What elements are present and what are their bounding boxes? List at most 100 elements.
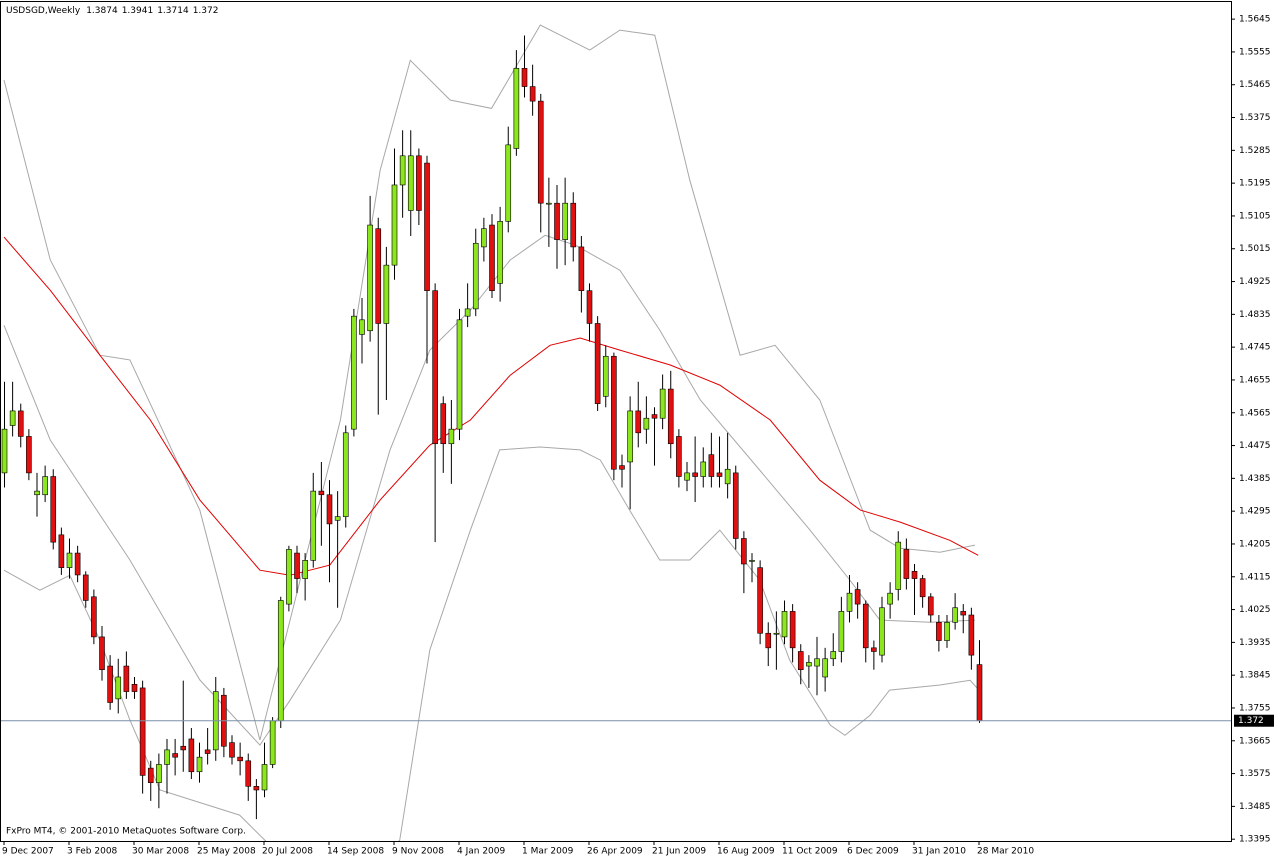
candle-body	[903, 549, 910, 579]
candle-body	[269, 720, 276, 765]
y-tick-label: 1.4115	[1239, 572, 1271, 582]
candle-body	[472, 242, 479, 310]
x-tick-label: 6 Dec 2009	[847, 847, 899, 857]
indicator-line	[3, 24, 976, 741]
candle-body	[456, 319, 463, 430]
x-tick-label: 11 Oct 2009	[782, 847, 838, 857]
y-tick-label: 1.4655	[1239, 375, 1271, 385]
candle-body	[651, 414, 658, 419]
candle-body	[229, 742, 235, 758]
y-tick-label: 1.3935	[1239, 638, 1271, 648]
candle-body	[359, 319, 365, 335]
candle-body	[432, 290, 438, 445]
candle-body	[17, 410, 24, 437]
candle-body	[204, 749, 211, 754]
y-tick-label: 1.3485	[1239, 802, 1271, 812]
candle-body	[253, 786, 260, 791]
candle-body	[919, 578, 926, 598]
x-tick-label: 9 Dec 2007	[2, 847, 54, 857]
y-tick-label: 1.4835	[1239, 310, 1271, 320]
x-tick-label: 1 Mar 2009	[522, 847, 574, 857]
last-price-label: 1.372	[1238, 716, 1264, 726]
candle-body	[765, 632, 772, 649]
candle-body	[464, 308, 471, 317]
candle-body	[180, 745, 187, 751]
x-tick-label: 25 May 2008	[197, 847, 256, 857]
candle-body	[578, 246, 585, 291]
y-tick-label: 1.5105	[1239, 211, 1271, 221]
candle-body	[936, 622, 942, 641]
y-tick-label: 1.4205	[1239, 539, 1271, 549]
candle-body	[814, 658, 820, 667]
candle-body	[383, 264, 390, 324]
candle-body	[944, 622, 950, 641]
indicator-layer	[3, 24, 980, 841]
candle-body	[822, 658, 828, 678]
y-tick-label: 1.5555	[1239, 47, 1271, 57]
candle-body	[334, 516, 341, 521]
candle-body	[188, 738, 195, 773]
y-tick-label: 1.3755	[1239, 703, 1271, 713]
candle-body	[529, 86, 536, 102]
candle-body	[749, 560, 755, 562]
candle-body	[879, 607, 885, 656]
candle-body	[318, 490, 325, 496]
candle-body	[481, 228, 487, 248]
candle-body	[700, 461, 707, 477]
candle-body	[594, 323, 601, 404]
y-tick-label: 1.5015	[1239, 244, 1271, 254]
candle-body	[513, 68, 520, 149]
candle-body	[245, 760, 252, 787]
y-tick-label: 1.5285	[1239, 146, 1271, 156]
candle-body	[391, 184, 398, 266]
candle-body	[34, 490, 40, 496]
candle-body	[42, 476, 48, 496]
candle-body	[99, 636, 105, 671]
candle-body	[497, 221, 503, 284]
candle-body	[342, 432, 349, 517]
candle-body	[286, 549, 292, 605]
y-tick-label: 1.4565	[1239, 408, 1271, 418]
header-low: 1.3714	[157, 6, 189, 16]
candle-body	[115, 676, 122, 700]
last-price-box	[1234, 714, 1274, 727]
candle-body	[407, 155, 414, 211]
candle-body	[294, 552, 300, 579]
y-tick-label: 1.4025	[1239, 605, 1271, 615]
candle-body	[440, 403, 447, 445]
candle-body	[781, 611, 788, 638]
x-tick-label: 26 Apr 2009	[587, 847, 643, 857]
candle-body	[66, 552, 73, 568]
candle-body	[310, 490, 317, 561]
copyright: FxPro MT4, © 2001-2010 MetaQuotes Softwa…	[6, 827, 246, 837]
candle-body	[976, 664, 983, 722]
candle-body	[797, 651, 804, 671]
candle-body	[375, 228, 382, 324]
candle-body	[676, 436, 682, 477]
x-tick-label: 4 Jan 2009	[457, 847, 505, 857]
chart-header: USDSGD,Weekly 1.3874 1.3941 1.3714 1.372	[6, 6, 218, 16]
candle-body	[602, 355, 609, 397]
candle-body	[692, 472, 698, 477]
y-tick-label: 1.5195	[1239, 179, 1271, 189]
candle-body	[156, 764, 162, 783]
candle-body	[82, 574, 89, 601]
candle-body	[716, 472, 723, 477]
x-tick-label: 9 Nov 2008	[392, 847, 444, 857]
candle-body	[968, 614, 975, 656]
indicator-line	[3, 446, 980, 841]
candle-body	[741, 538, 747, 565]
candle-body	[1, 428, 8, 474]
candle-body	[667, 388, 674, 445]
candle-body	[505, 144, 512, 222]
candle-body	[351, 315, 357, 430]
candle-body	[58, 534, 65, 568]
candle-body	[960, 611, 967, 616]
candle-body	[367, 224, 373, 332]
candle-body	[554, 202, 560, 240]
candle-layer	[1, 35, 983, 820]
candle-body	[261, 764, 268, 791]
candle-body	[196, 756, 203, 773]
candle-body	[131, 683, 138, 692]
candle-body	[147, 767, 154, 783]
